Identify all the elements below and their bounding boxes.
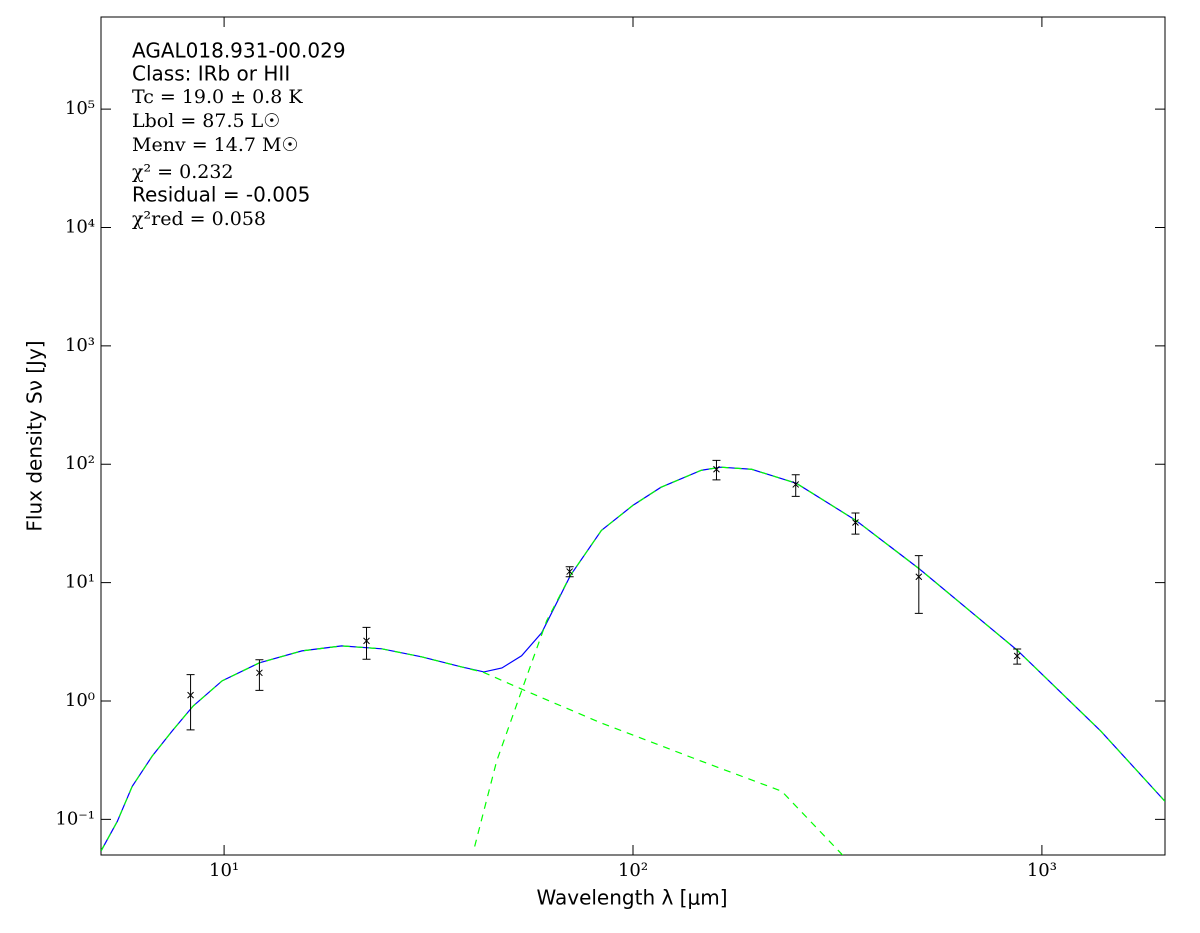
data-point (566, 568, 574, 575)
data-point (1013, 652, 1021, 660)
luminosity: Lbol = 87.5 L☉ (132, 110, 280, 132)
error-bar (791, 474, 800, 497)
error-bar (851, 512, 860, 535)
y-axis-label: Flux density Sν [Jy] (23, 340, 47, 531)
error-bar (255, 659, 264, 691)
y-tick-label: 10⁵ (65, 98, 95, 119)
data-point (713, 465, 720, 473)
data-point (256, 669, 263, 677)
error-bar (712, 459, 721, 481)
temperature: Tc = 19.0 ± 0.8 K (132, 86, 303, 108)
annotations: AGAL018.931-00.029 Class: IRb or HII Tc … (132, 39, 346, 231)
reduced-chi-squared: χ²red = 0.058 (132, 208, 266, 230)
x-tick-label: 10² (618, 860, 648, 881)
plot-area (101, 459, 1165, 855)
error-bar (914, 555, 923, 614)
x-axis-label: Wavelength λ [μm] (536, 886, 727, 910)
y-tick-label: 10¹ (65, 572, 95, 593)
class-label: Class: IRb or HII (132, 62, 290, 86)
x-tick-label: 10³ (1027, 860, 1057, 881)
y-tick-label: 10⁻¹ (55, 808, 95, 829)
y-tick-label: 10³ (65, 335, 95, 356)
data-point (852, 519, 859, 526)
data-point (792, 481, 800, 488)
x-tick-label: 10¹ (209, 860, 239, 881)
component-curve (474, 466, 1165, 847)
chi-squared: χ² = 0.232 (132, 161, 234, 183)
y-tick-label: 10² (65, 453, 95, 474)
error-bar (362, 626, 371, 660)
data-point (363, 637, 370, 645)
error-bar (186, 674, 195, 731)
y-tick-label: 10⁴ (65, 216, 95, 237)
component-curve (101, 645, 844, 855)
data-point (915, 573, 923, 581)
envelope-mass: Menv = 14.7 M☉ (132, 134, 299, 156)
model-curve (101, 466, 1165, 852)
residual: Residual = -0.005 (132, 183, 310, 207)
y-tick-label: 10⁰ (65, 690, 95, 711)
source-name: AGAL018.931-00.029 (132, 39, 346, 63)
data-point (187, 691, 194, 699)
